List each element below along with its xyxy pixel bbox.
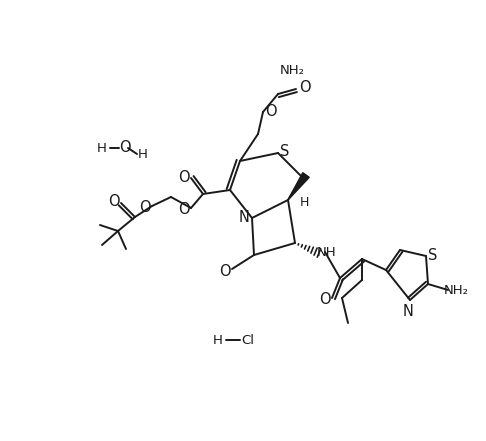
Text: N: N	[402, 303, 414, 318]
Text: NH₂: NH₂	[444, 284, 469, 298]
Polygon shape	[288, 173, 309, 200]
Text: H: H	[97, 142, 107, 154]
Text: H: H	[213, 333, 223, 347]
Text: S: S	[280, 145, 290, 160]
Text: O: O	[108, 194, 120, 209]
Text: O: O	[219, 264, 231, 279]
Text: N: N	[239, 209, 249, 224]
Text: O: O	[139, 201, 151, 216]
Text: H: H	[138, 147, 148, 161]
Text: O: O	[265, 105, 277, 120]
Text: O: O	[319, 292, 331, 307]
Text: O: O	[299, 81, 311, 96]
Text: O: O	[178, 202, 190, 217]
Text: Cl: Cl	[242, 333, 255, 347]
Text: O: O	[119, 141, 131, 156]
Text: NH: NH	[317, 247, 337, 259]
Text: O: O	[178, 169, 190, 184]
Text: NH₂: NH₂	[279, 64, 305, 76]
Text: H: H	[299, 197, 309, 209]
Text: S: S	[428, 247, 438, 262]
